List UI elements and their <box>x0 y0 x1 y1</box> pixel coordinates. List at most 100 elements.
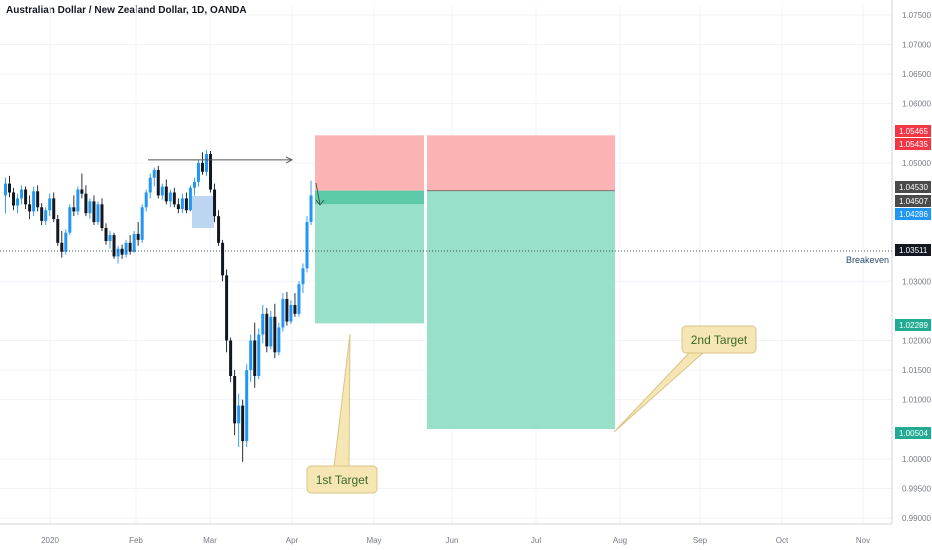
x-tick-label: Feb <box>129 536 143 545</box>
candle-body <box>92 201 96 223</box>
candle-body <box>24 189 28 205</box>
candle-body <box>132 233 136 252</box>
candle-body <box>120 248 124 255</box>
candle-body <box>176 204 180 210</box>
candle-body <box>104 228 108 242</box>
price-badge <box>895 244 931 256</box>
candle-body <box>116 248 120 257</box>
candle-body <box>108 235 112 242</box>
candle-body <box>221 242 225 276</box>
candle-body <box>64 232 68 252</box>
candle-body <box>229 340 233 376</box>
candle-body <box>225 275 229 341</box>
price-badge <box>895 208 931 220</box>
cursor-marker <box>315 182 325 206</box>
candle-body <box>96 204 100 223</box>
x-tick-label: Mar <box>203 536 217 545</box>
price-badge <box>895 181 931 193</box>
candle-body <box>200 162 204 172</box>
y-tick-label: 1.06500 <box>902 70 931 79</box>
candle-body <box>261 313 265 335</box>
target2-callout-box <box>681 325 757 354</box>
candle-body <box>124 242 128 255</box>
y-tick-label: 1.03000 <box>902 277 931 286</box>
candle-body <box>140 207 144 240</box>
price-badge <box>895 195 931 207</box>
candle-body <box>88 201 92 214</box>
candle-body <box>297 284 301 314</box>
price-badge <box>895 427 931 439</box>
candle-body <box>100 204 104 228</box>
candle-body <box>205 154 208 172</box>
stop-loss-zone-1 <box>315 135 424 191</box>
price-badge-label: 1.02289 <box>899 321 928 330</box>
candle-body <box>144 192 148 208</box>
symbol-title: Australian Dollar / New Zealand Dollar, … <box>6 5 247 16</box>
price-badge <box>895 319 931 331</box>
candle-body <box>80 189 84 194</box>
candle-body <box>237 405 241 424</box>
target-zone-2 <box>427 190 615 430</box>
price-badge-label: 1.00504 <box>899 429 928 438</box>
candle-body <box>164 186 168 202</box>
price-badge-label: 1.05465 <box>899 127 928 136</box>
candle-body <box>72 207 76 212</box>
x-tick-label: Jul <box>531 536 541 545</box>
candle-body <box>241 405 245 442</box>
y-tick-label: 1.07000 <box>902 40 931 49</box>
y-tick-label: 0.99500 <box>902 484 931 493</box>
candle-body <box>188 187 192 211</box>
grid-lines <box>0 6 892 524</box>
target1-callout-pointer <box>333 333 351 468</box>
x-tick-label: May <box>366 536 381 545</box>
position-zones <box>315 135 615 430</box>
target1-callout-box <box>306 465 378 494</box>
target2-callout-label: 2nd Target <box>691 333 748 347</box>
arrow-head <box>285 156 294 164</box>
candle-body <box>233 376 237 424</box>
candle-body <box>265 313 269 347</box>
stop-loss-zone-2 <box>427 135 615 191</box>
candles <box>4 149 313 462</box>
x-tick-label: Jun <box>446 536 459 545</box>
candle-body <box>84 193 88 214</box>
candle-body <box>257 334 261 376</box>
candle-body <box>40 207 44 221</box>
candle-body <box>16 198 20 206</box>
candle-body <box>273 316 277 353</box>
candle-body <box>213 189 217 217</box>
entry-band-1 <box>315 190 424 205</box>
price-badge-label: 1.04507 <box>899 197 928 206</box>
y-tick-label: 1.07500 <box>902 11 931 20</box>
candle-body <box>152 169 156 178</box>
y-tick-label: 1.01000 <box>902 396 931 405</box>
candle-body <box>277 327 281 353</box>
price-badge-label: 1.04286 <box>899 210 928 219</box>
candle-body <box>249 340 253 371</box>
x-tick-label: Apr <box>286 536 299 545</box>
candle-body <box>253 340 257 376</box>
candle-body <box>32 191 36 212</box>
callouts: 1st Target 2nd Target <box>306 325 757 494</box>
candle-body <box>160 186 164 196</box>
candle-body <box>305 222 309 269</box>
target-zone-1 <box>315 190 424 324</box>
candle-body <box>76 189 80 212</box>
candle-body <box>28 204 32 212</box>
price-badge <box>895 138 931 150</box>
candle-body <box>128 242 132 252</box>
y-tick-label: 1.05000 <box>902 159 931 168</box>
candle-body <box>301 268 305 285</box>
x-tick-label: Sep <box>693 536 708 545</box>
candle-body <box>148 177 152 193</box>
candle-body <box>245 370 249 442</box>
candle-body <box>8 183 12 193</box>
price-badges: 1.05465 1.05435 1.04530 1.04507 1.04286 1.035… <box>895 125 931 439</box>
candle-body <box>192 181 196 188</box>
candle-body <box>136 233 140 240</box>
x-tick-label: Aug <box>613 536 627 545</box>
price-badge-label: 1.05435 <box>899 140 928 149</box>
